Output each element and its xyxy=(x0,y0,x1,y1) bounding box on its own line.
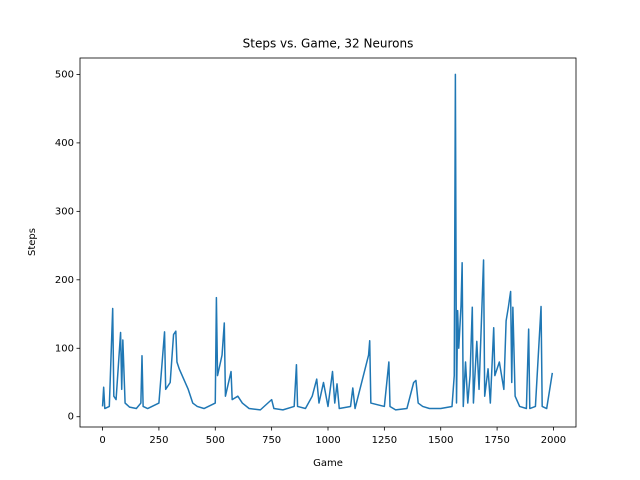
chart-title: Steps vs. Game, 32 Neurons xyxy=(243,37,414,51)
plot-frame xyxy=(79,57,577,428)
y-tick-label: 100 xyxy=(55,343,74,354)
x-tick-label: 250 xyxy=(149,435,168,446)
x-tick-label: 750 xyxy=(262,435,281,446)
x-tick-label: 1000 xyxy=(315,435,340,446)
x-tick-label: 1500 xyxy=(428,435,453,446)
x-tick-label: 2000 xyxy=(541,435,566,446)
x-tick-label: 0 xyxy=(99,435,105,446)
x-tick-label: 1750 xyxy=(484,435,509,446)
y-tick-label: 500 xyxy=(55,69,74,80)
y-tick-label: 300 xyxy=(55,206,74,217)
y-tick-label: 200 xyxy=(55,275,74,286)
x-tick-label: 1250 xyxy=(372,435,397,446)
y-tick-label: 0 xyxy=(68,412,74,423)
x-tick-label: 500 xyxy=(206,435,225,446)
x-axis-label: Game xyxy=(313,458,343,469)
y-axis-label: Steps xyxy=(27,228,38,256)
y-tick-label: 400 xyxy=(55,138,74,149)
data-line xyxy=(101,73,554,411)
